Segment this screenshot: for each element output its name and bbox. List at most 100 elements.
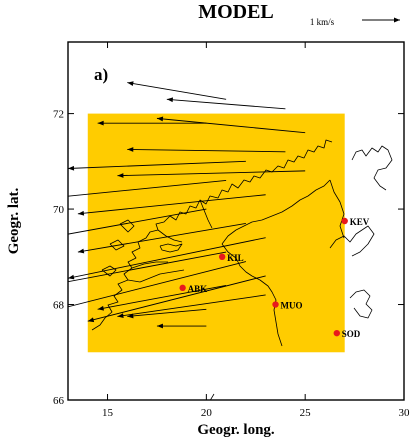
velocity-vector-head: [77, 210, 85, 216]
y-tick-label: 70: [53, 204, 65, 216]
velocity-vector-shaft: [68, 160, 246, 169]
sweden-finland-border: [221, 243, 283, 347]
velocity-vector-shaft: [77, 222, 246, 253]
figure-title: MODEL: [198, 1, 274, 23]
velocity-vector: [68, 261, 246, 308]
velocity-vector-shaft: [68, 251, 227, 283]
fjord-2: [131, 261, 168, 269]
velocity-vector-shaft: [87, 275, 266, 322]
velocity-vector-shaft: [127, 82, 227, 100]
kola-coast: [329, 225, 375, 257]
fjord-1: [127, 269, 185, 283]
y-tick-label: 72: [53, 109, 64, 121]
station-kil: KIL: [218, 253, 244, 263]
velocity-vector-head: [156, 323, 163, 329]
velocity-vector-shaft: [68, 208, 207, 235]
station-label: ABK: [188, 284, 208, 294]
y-axis-label: Geogr. lat.: [6, 187, 22, 254]
finland-russia-border: [329, 179, 345, 239]
velocity-vector-head: [156, 116, 164, 122]
velocity-vectors: [48, 81, 306, 329]
velocity-vector: [87, 275, 266, 323]
velocity-vector: [68, 160, 246, 171]
velocity-vector: [127, 308, 207, 319]
station-marker: [272, 301, 279, 308]
gulf-bothnia-coast: [209, 393, 215, 400]
norway-coastline: [91, 139, 333, 331]
velocity-vector: [68, 237, 266, 280]
coastline: [91, 139, 393, 400]
velocity-vector-shaft: [68, 237, 266, 279]
velocity-vector: [156, 323, 207, 329]
axis-ticks: 15 20 25 30 66 68 70 72: [53, 42, 410, 419]
velocity-vector: [117, 294, 266, 318]
velocity-vector: [117, 170, 306, 178]
white-sea-coast: [349, 289, 373, 319]
scale-label: 1 km/s: [310, 17, 335, 27]
finland-norway-border: [221, 179, 331, 245]
velocity-vector-shaft: [117, 294, 266, 317]
velocity-vector-shaft: [127, 308, 207, 317]
velocity-vector: [77, 222, 246, 254]
station-sod: SOD: [333, 329, 361, 339]
x-tick-label: 20: [201, 407, 213, 419]
station-marker: [341, 217, 348, 225]
velocity-vector: [58, 179, 227, 199]
x-tick-label: 30: [399, 407, 411, 419]
scale-arrow-head: [394, 17, 400, 23]
y-tick-label: 66: [53, 395, 65, 407]
velocity-vector: [48, 208, 207, 239]
velocity-vector-head: [127, 147, 134, 152]
velocity-vector: [97, 284, 227, 311]
velocity-vector-head: [97, 120, 104, 126]
velocity-vector-head: [117, 313, 124, 318]
island-2: [119, 219, 135, 233]
panel-label: a): [94, 65, 108, 84]
fjord-3: [157, 229, 183, 243]
velocity-vector-shaft: [77, 194, 266, 215]
velocity-vector-head: [117, 173, 124, 178]
velocity-vector-head: [97, 305, 104, 311]
velocity-vector-head: [68, 165, 75, 171]
x-tick-label: 25: [300, 407, 312, 419]
scale-bar: 1 km/s: [310, 17, 400, 27]
station-label: KIL: [227, 253, 244, 263]
velocity-vector: [127, 81, 227, 100]
velocity-vector: [77, 194, 266, 216]
plot-frame: [67, 41, 405, 401]
model-region: [87, 113, 345, 353]
velocity-vector: [166, 97, 286, 110]
y-tick-label: 68: [53, 300, 65, 312]
station-abk: ABK: [179, 284, 207, 294]
velocity-vector: [97, 120, 207, 126]
x-tick-label: 15: [102, 407, 114, 419]
velocity-vector-head: [127, 313, 134, 319]
velocity-vector-head: [87, 317, 95, 323]
island-3: [109, 239, 125, 251]
velocity-vector: [48, 251, 227, 287]
velocity-vector-shaft: [97, 284, 227, 310]
velocity-vector: [156, 116, 306, 134]
velocity-vector-head: [48, 234, 54, 239]
x-axis-label: Geogr. long.: [197, 422, 275, 438]
velocity-vector-shaft: [156, 117, 306, 134]
velocity-vector-head: [58, 194, 64, 199]
stations: KEV KIL ABK MUO SOD: [179, 217, 370, 339]
velocity-vector-head: [127, 81, 134, 86]
velocity-vector-shaft: [117, 170, 306, 177]
velocity-vector-head: [166, 97, 173, 103]
station-label: SOD: [342, 329, 361, 339]
station-kev: KEV: [341, 217, 370, 227]
velocity-vector-head: [68, 274, 75, 280]
velocity-vector-shaft: [166, 98, 286, 110]
lake-torne: [159, 243, 183, 253]
station-muo: MUO: [272, 301, 303, 311]
velocity-vector-head: [77, 248, 85, 254]
fjord-4: [199, 199, 213, 229]
station-marker: [218, 253, 226, 260]
station-label: KEV: [350, 217, 370, 227]
station-marker: [179, 284, 186, 292]
velocity-vector: [127, 147, 286, 153]
velocity-vector-head: [48, 282, 54, 287]
